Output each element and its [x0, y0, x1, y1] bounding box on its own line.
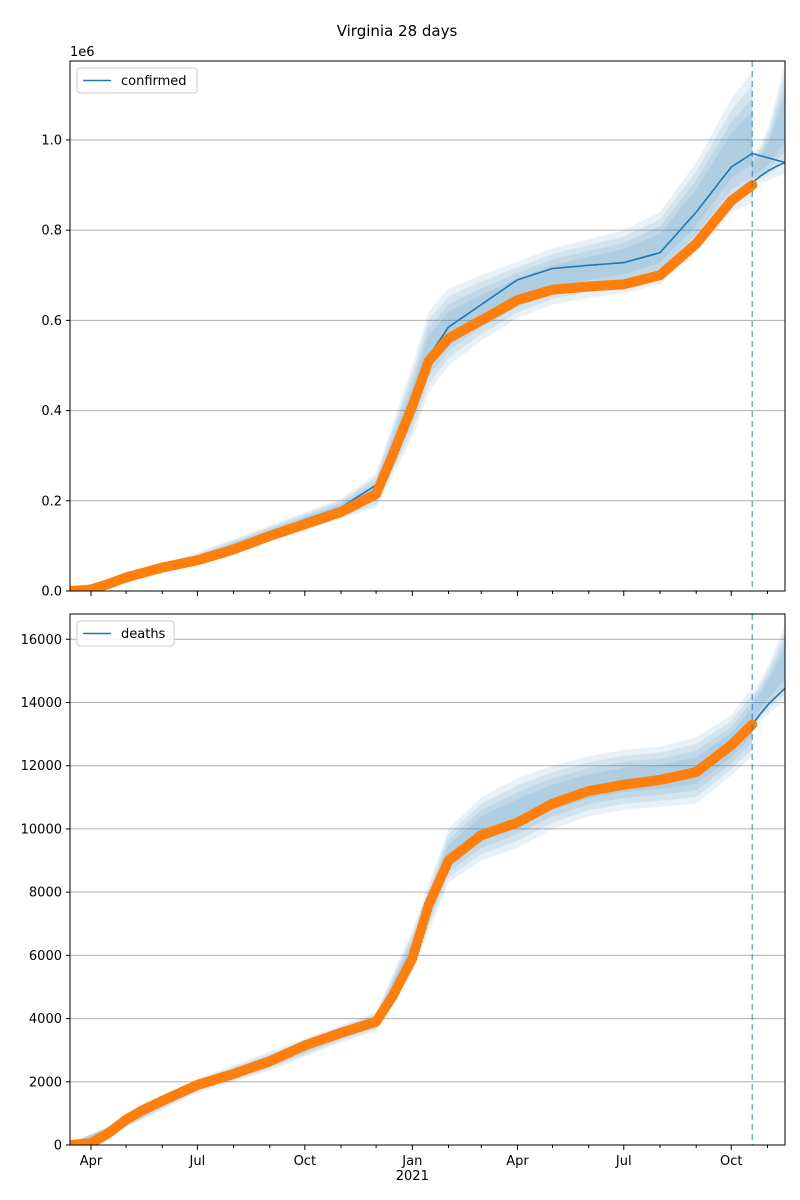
uncertainty-band-fit: [70, 693, 753, 1145]
x-tick-label: Jul: [615, 1154, 632, 1169]
y-tick-label: 8000: [29, 886, 62, 901]
uncertainty-band-forecast: [752, 647, 785, 720]
x-tick-label-line: 2021: [396, 1169, 429, 1184]
figure-title: Virginia 28 days: [337, 22, 458, 40]
x-tick-label-line: Oct: [720, 1154, 742, 1169]
x-tick-label-line: Apr: [506, 1154, 529, 1169]
uncertainty-band-fit: [70, 72, 753, 591]
y-tick-label: 0.4: [41, 404, 62, 419]
legend: confirmed: [76, 67, 198, 94]
uncertainty-band-fit: [70, 98, 753, 591]
uncertainty-band-fit: [70, 111, 753, 591]
x-tick-label-line: Jul: [615, 1154, 632, 1169]
forecast-line: [751, 161, 785, 184]
y-tick-label: 4000: [29, 1012, 62, 1027]
uncertainty-band-fit: [70, 85, 753, 591]
confirmed-panel: 0.0 0.2 0.4 0.6 0.8 1.0 1e6 confirmed: [41, 45, 786, 600]
deaths-panel: 0 2000 4000 6000 8000 10000 12000 14000 16000 Apr…: [21, 613, 786, 1184]
y-tick-label: 14000: [21, 696, 62, 711]
legend: deaths: [76, 620, 175, 647]
x-tick-label-line: Apr: [80, 1154, 103, 1169]
axes-frame: [69, 60, 786, 592]
forecast-line: [751, 687, 785, 726]
uncertainty-band-fit: [70, 686, 753, 1145]
uncertainty-band-forecast: [752, 639, 785, 724]
axes-frame: [69, 613, 786, 1146]
y-tick-label: 0.2: [41, 494, 62, 509]
legend-label: confirmed: [121, 74, 187, 89]
legend-box: [76, 620, 175, 647]
uncertainty-band-forecast: [752, 63, 785, 185]
y-tick-label: 0.8: [41, 224, 62, 239]
plot-area: [70, 63, 785, 591]
legend-box: [76, 67, 198, 94]
legend-label: deaths: [121, 627, 166, 642]
x-tick-label-line: Jan: [401, 1154, 422, 1169]
x-tick-label: Apr: [506, 1154, 529, 1169]
y-offset-label: 1e6: [70, 45, 95, 60]
y-tick-label: 0.0: [41, 585, 62, 600]
y-tick-label: 0.6: [41, 314, 62, 329]
x-tick-label: Oct: [294, 1154, 316, 1169]
y-tick-label: 1.0: [41, 133, 62, 148]
x-tick-label: Apr: [80, 1154, 103, 1169]
y-tick-label: 0: [54, 1139, 62, 1154]
y-tick-label: 2000: [29, 1075, 62, 1090]
y-tick-label: 10000: [21, 822, 62, 837]
y-tick-label: 6000: [29, 949, 62, 964]
uncertainty-band-fit: [70, 707, 753, 1145]
y-tick-label: 16000: [21, 633, 62, 648]
x-tick-label: Oct: [720, 1154, 742, 1169]
x-tick-label: Jan 2021: [396, 1154, 429, 1184]
x-tick-label-line: Oct: [294, 1154, 316, 1169]
plot-area: [70, 623, 785, 1145]
y-tick-label: 12000: [21, 759, 62, 774]
x-tick-label-line: Jul: [189, 1154, 206, 1169]
uncertainty-band-forecast: [752, 96, 785, 176]
uncertainty-band-forecast: [752, 623, 785, 731]
x-tick-label: Jul: [189, 1154, 206, 1169]
uncertainty-band-forecast: [752, 631, 785, 728]
